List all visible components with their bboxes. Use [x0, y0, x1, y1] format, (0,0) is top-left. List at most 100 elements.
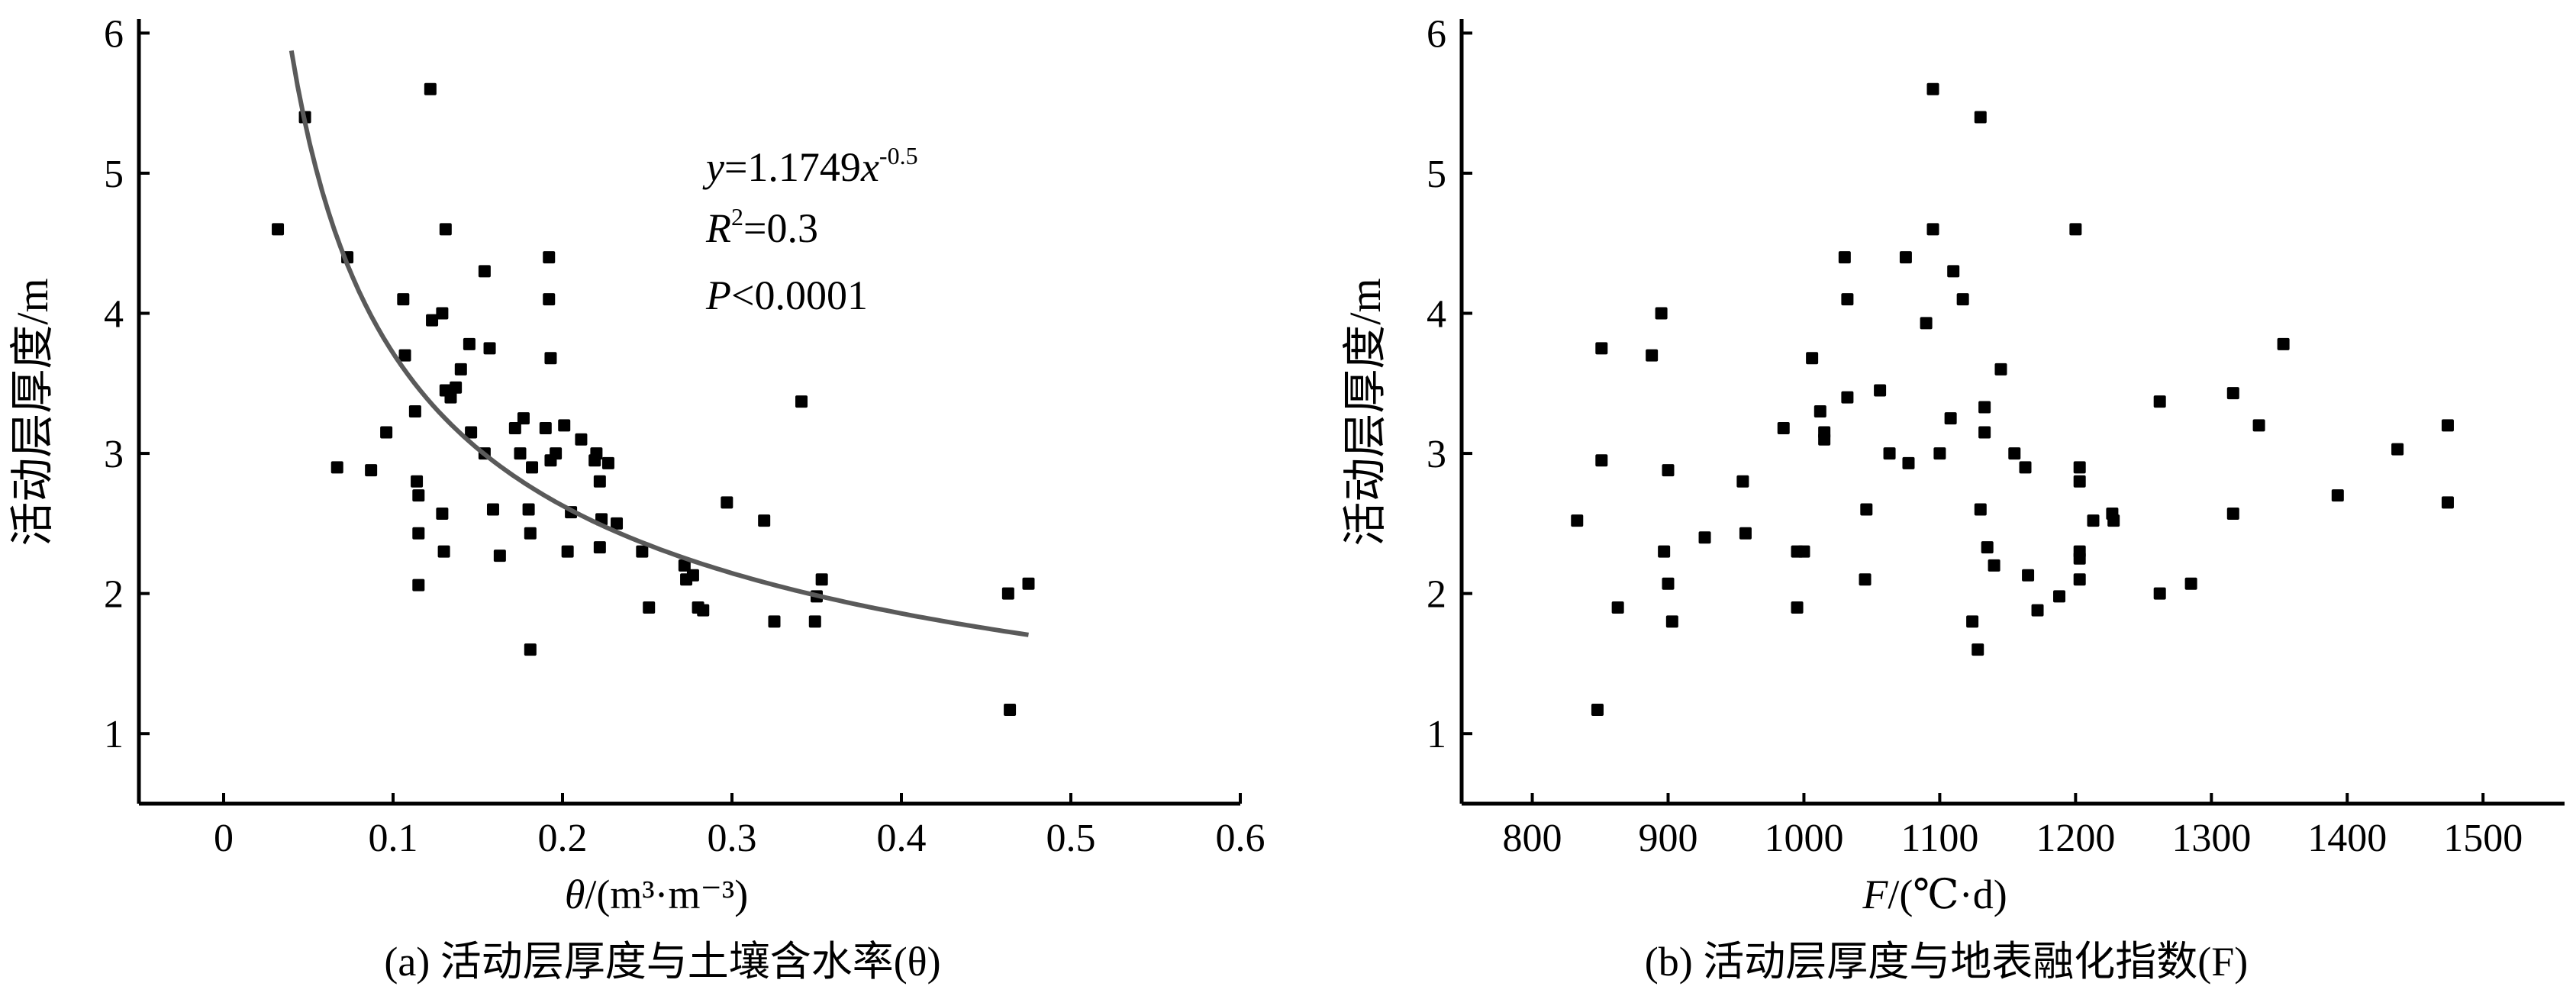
chart-b-y-tick-label: 1 [1427, 713, 1446, 756]
chart-a-x-tick-label: 0.6 [1216, 817, 1265, 860]
chart-a-data-point [517, 412, 530, 425]
chart-b-data-point [1974, 503, 1987, 516]
chart-b-data-point [1926, 82, 1939, 95]
chart-a-caption: (a) 活动层厚度与土壤含水率(θ) [384, 939, 940, 985]
chart-b-data-point [1595, 454, 1608, 467]
chart-a-x-tick-label: 0.2 [538, 817, 588, 860]
chart-b-data-point [1841, 293, 1854, 306]
chart-a-data-point [601, 456, 614, 469]
chart-a-data-point [424, 82, 437, 95]
chart-a-y-axis-label: 活动层厚度/m [8, 278, 57, 546]
chart-b-data-point [1883, 447, 1896, 460]
chart-b-data-point [1966, 615, 1979, 628]
chart-a-data-point [412, 527, 425, 540]
chart-a-data-point [758, 514, 771, 527]
chart-b-data-point [1956, 293, 1969, 306]
chart-a-y-tick-label: 2 [104, 573, 124, 617]
chart-b-x-tick-label: 1000 [1764, 817, 1843, 860]
chart-b-data-point [2022, 569, 2035, 582]
chart-b-data-point [1739, 527, 1752, 540]
chart-a-data-point [398, 349, 411, 362]
chart-b-data-point [2008, 447, 2021, 460]
chart-b-data-point [1859, 573, 1872, 586]
chart-a-data-point [686, 569, 699, 582]
chart-b-data-point [2073, 475, 2086, 488]
chart-b-x-tick-label: 1100 [1901, 817, 1978, 860]
chart-a-x-tick-label: 0.4 [877, 817, 927, 860]
chart-b-data-point [1860, 503, 1873, 516]
chart-a-fit-equation: y=1.1749x-0.5 [702, 142, 918, 190]
chart-b-data-point [1988, 559, 2001, 572]
chart-b-data-point [1646, 349, 1659, 362]
chart-a-data-point [543, 293, 556, 306]
chart-b-data-point [1899, 251, 1912, 264]
chart-a-data-point [397, 293, 410, 306]
chart-a-data-point [1001, 587, 1014, 600]
chart-b-data-point [1981, 541, 1994, 554]
chart-b-data-point [2226, 508, 2239, 521]
chart-b-y-tick-label: 2 [1427, 573, 1446, 617]
chart-a-data-point [437, 545, 450, 558]
chart-b-x-tick-label: 1400 [2307, 817, 2387, 860]
chart-b-data-point [1698, 531, 1711, 544]
chart-b-data-point [2019, 461, 2032, 474]
chart-a-data-point [454, 363, 467, 376]
chart-b-data-point [1571, 514, 1584, 527]
chart-b-y-tick-label: 6 [1427, 12, 1446, 56]
chart-b-data-point [2153, 587, 2166, 600]
chart-a-data-point [678, 559, 691, 572]
chart-b-data-point [2441, 419, 2454, 432]
chart-panel-a: 0 0.1 0.2 0.3 0.4 0.5 0.6 1 2 3 4 5 6 活动层厚度/m θ/(m³·… [8, 12, 1265, 985]
chart-a-data-point [558, 419, 571, 432]
chart-a-fit-curve [289, 50, 1029, 637]
chart-a-data-point [593, 475, 606, 488]
chart-b-data-point [2087, 514, 2100, 527]
chart-panel-b: 800 900 1000 1100 1200 1300 1400 1500 1 2 3 4 5 6 活动层… [1340, 12, 2565, 985]
chart-a-data-point [543, 251, 556, 264]
chart-a-data-point [526, 461, 539, 474]
chart-a-data-point [643, 601, 656, 614]
chart-a-y-tick-label: 3 [104, 433, 124, 476]
chart-a-data-point [524, 527, 537, 540]
chart-a-data-point [636, 545, 649, 558]
chart-b-data-point [2073, 552, 2086, 565]
chart-b-data-point [1926, 223, 1939, 236]
chart-a-y-tick-label: 1 [104, 713, 124, 756]
chart-b-x-tick-label: 1500 [2443, 817, 2523, 860]
chart-a-data-point [444, 391, 457, 404]
chart-b-x-axis-label: F/(℃·d) [1862, 872, 2007, 917]
chart-b-data-point [1874, 384, 1887, 397]
chart-a-data-point [508, 422, 521, 435]
chart-a-data-point [439, 223, 452, 236]
chart-b-data-point [1658, 545, 1671, 558]
chart-a-data-point [550, 447, 563, 460]
chart-b-data-point [1841, 391, 1854, 404]
chart-b-data-point [1978, 401, 1991, 414]
chart-b-data-point [1933, 447, 1946, 460]
chart-b-data-point [2226, 387, 2239, 400]
chart-a-data-point [412, 489, 425, 502]
chart-a-x-tick-label: 0 [214, 817, 234, 860]
chart-a-annotation: y=1.1749x-0.5 R2=0.3 P<0.0001 [702, 142, 918, 318]
chart-a-data-point [590, 447, 603, 460]
chart-a-data-point [815, 573, 828, 586]
chart-b-data-point [2107, 514, 2120, 527]
chart-a-data-point [483, 342, 496, 355]
chart-b-data-point [1777, 422, 1790, 435]
chart-b-data-point [2391, 443, 2404, 456]
chart-a-x-axis-label: θ/(m³·m⁻³) [565, 872, 748, 917]
chart-a-data-point [539, 422, 552, 435]
chart-a-data-point [1022, 577, 1035, 590]
chart-a-ticks: 0 0.1 0.2 0.3 0.4 0.5 0.6 1 2 3 4 5 6 [104, 12, 1265, 860]
chart-b-data-point [1978, 426, 1991, 439]
chart-b-data-point [1595, 342, 1608, 355]
chart-b-data-point [1818, 433, 1831, 446]
chart-a-data-point [436, 307, 449, 320]
chart-a-data-point [561, 545, 574, 558]
chart-b-x-tick-label: 1300 [2171, 817, 2251, 860]
chart-b-data-point [1971, 643, 1984, 656]
chart-a-data-point [478, 265, 491, 278]
chart-a-data-point [522, 503, 535, 516]
chart-b-data-point [1662, 577, 1675, 590]
